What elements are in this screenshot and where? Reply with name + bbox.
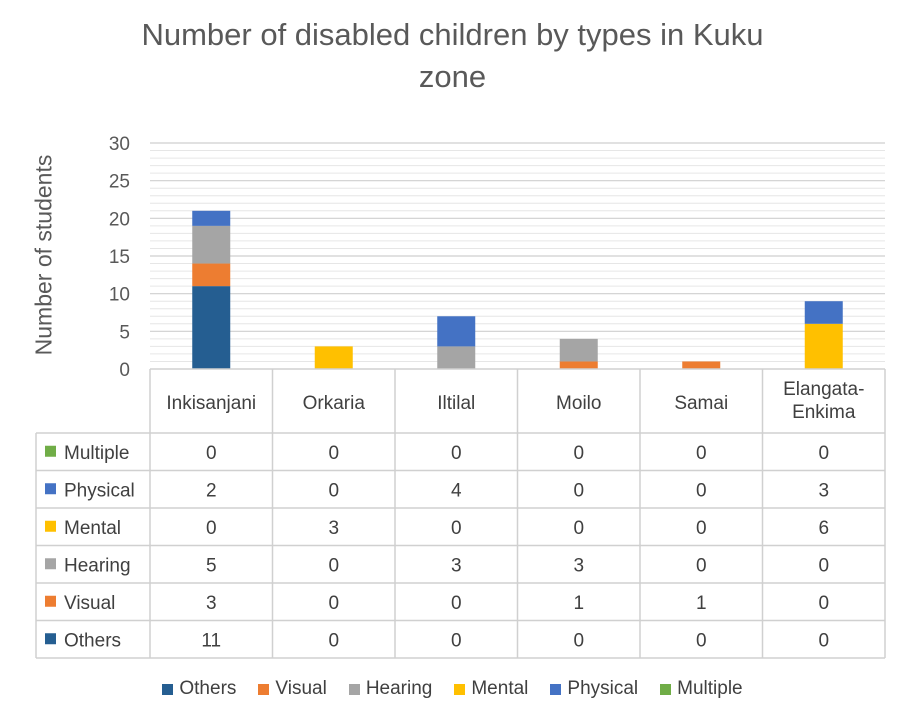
chart-legend: Others Visual Hearing Mental Physical Multipl… (0, 678, 900, 700)
chart-title-line-2: zone (418, 59, 487, 94)
legend-label: Visual (275, 678, 327, 699)
legend-swatch (550, 683, 562, 695)
legend-item-mental: Mental (454, 678, 528, 700)
table-cell-value: 0 (818, 555, 829, 576)
table-cell-value: 0 (696, 630, 707, 651)
table-cell-value: 0 (573, 480, 584, 501)
table-series-label: Hearing (64, 555, 131, 576)
y-tick-label: 10 (109, 285, 130, 306)
bar-segment-visual (682, 361, 721, 369)
chart-title: Number of disabled children by types in … (0, 14, 900, 98)
legend-item-hearing: Hearing (348, 678, 433, 700)
bar-segment-hearing (559, 338, 598, 362)
bar-segment-mental (804, 323, 843, 369)
legend-item-visual: Visual (258, 678, 327, 700)
table-cell-value: 2 (206, 480, 217, 501)
table-series-label: Mental (64, 518, 121, 539)
legend-item-others: Others (162, 678, 236, 700)
table-cell-value: 11 (201, 630, 221, 651)
x-category-label: Inkisanjani (166, 393, 256, 414)
table-cell-value: 0 (818, 630, 829, 651)
table-cell-value: 0 (696, 480, 707, 501)
table-cell-value: 0 (451, 518, 462, 539)
table-cell-value: 0 (573, 630, 584, 651)
table-cell-value: 0 (328, 443, 339, 464)
table-cell-value: 4 (451, 480, 462, 501)
table-legend-key (45, 633, 56, 645)
table-cell-value: 3 (206, 593, 217, 614)
table-cell-value: 0 (573, 518, 584, 539)
table-legend-key (45, 558, 56, 570)
table-legend-key (45, 520, 56, 532)
chart-title-line-1: Number of disabled children by types in … (141, 17, 764, 52)
legend-swatch (454, 683, 466, 695)
table-cell-value: 0 (818, 593, 829, 614)
table-legend-key (45, 483, 56, 495)
legend-swatch (258, 683, 270, 695)
table-series-label: Visual (64, 593, 115, 614)
y-tick-label: 15 (109, 247, 130, 268)
table-cell-value: 0 (696, 443, 707, 464)
table-cell-value: 1 (573, 593, 584, 614)
x-category-label: Iltilal (437, 393, 475, 414)
y-tick-label: 20 (109, 209, 130, 230)
table-cell-value: 0 (451, 630, 462, 651)
table-series-label: Others (64, 630, 121, 651)
table-cell-value: 0 (206, 518, 217, 539)
legend-swatch (348, 683, 360, 695)
bar-segment-hearing (192, 225, 231, 264)
table-cell-value: 0 (696, 555, 707, 576)
x-category-label: Samai (674, 393, 728, 414)
y-tick-label: 25 (109, 172, 130, 193)
table-cell-value: 6 (818, 518, 829, 539)
table-cell-value: 0 (451, 443, 462, 464)
bar-segment-physical (804, 301, 843, 324)
table-cell-value: 0 (573, 443, 584, 464)
table-cell-value: 3 (573, 555, 584, 576)
x-category-label: Enkima (792, 402, 856, 423)
table-series-label: Physical (64, 480, 135, 501)
table-cell-value: 0 (328, 593, 339, 614)
legend-item-physical: Physical (550, 678, 638, 700)
y-tick-label: 30 (109, 134, 130, 155)
bar-segment-mental (314, 346, 353, 369)
legend-label: Hearing (365, 678, 433, 699)
table-cell-value: 0 (818, 443, 829, 464)
table-cell-value: 0 (328, 480, 339, 501)
table-series-label: Multiple (64, 443, 129, 464)
table-cell-value: 3 (818, 480, 829, 501)
x-category-label: Elangata- (783, 379, 864, 400)
table-cell-value: 3 (328, 518, 339, 539)
bar-segment-visual (559, 361, 598, 369)
bar-segment-physical (192, 210, 231, 226)
legend-swatch (162, 683, 174, 695)
table-cell-value: 0 (328, 630, 339, 651)
y-tick-label: 0 (119, 360, 130, 381)
legend-item-multiple: Multiple (660, 678, 743, 700)
table-cell-value: 5 (206, 555, 217, 576)
table-cell-value: 0 (696, 518, 707, 539)
x-category-label: Moilo (556, 393, 601, 414)
table-cell-value: 3 (451, 555, 462, 576)
table-cell-value: 0 (328, 555, 339, 576)
legend-label: Others (179, 678, 237, 699)
y-tick-label: 5 (119, 322, 130, 343)
table-legend-key (45, 595, 56, 607)
x-category-label: Orkaria (303, 393, 366, 414)
bar-segment-others (192, 286, 231, 369)
table-cell-value: 1 (696, 593, 707, 614)
legend-label: Mental (471, 678, 529, 699)
legend-swatch (660, 683, 672, 695)
bar-segment-physical (437, 316, 476, 347)
legend-label: Physical (567, 678, 639, 699)
table-legend-key (45, 445, 56, 457)
bar-segment-visual (192, 263, 231, 287)
table-cell-value: 0 (206, 443, 217, 464)
table-cell-value: 0 (451, 593, 462, 614)
legend-label: Multiple (677, 678, 743, 699)
bar-segment-hearing (437, 346, 476, 369)
